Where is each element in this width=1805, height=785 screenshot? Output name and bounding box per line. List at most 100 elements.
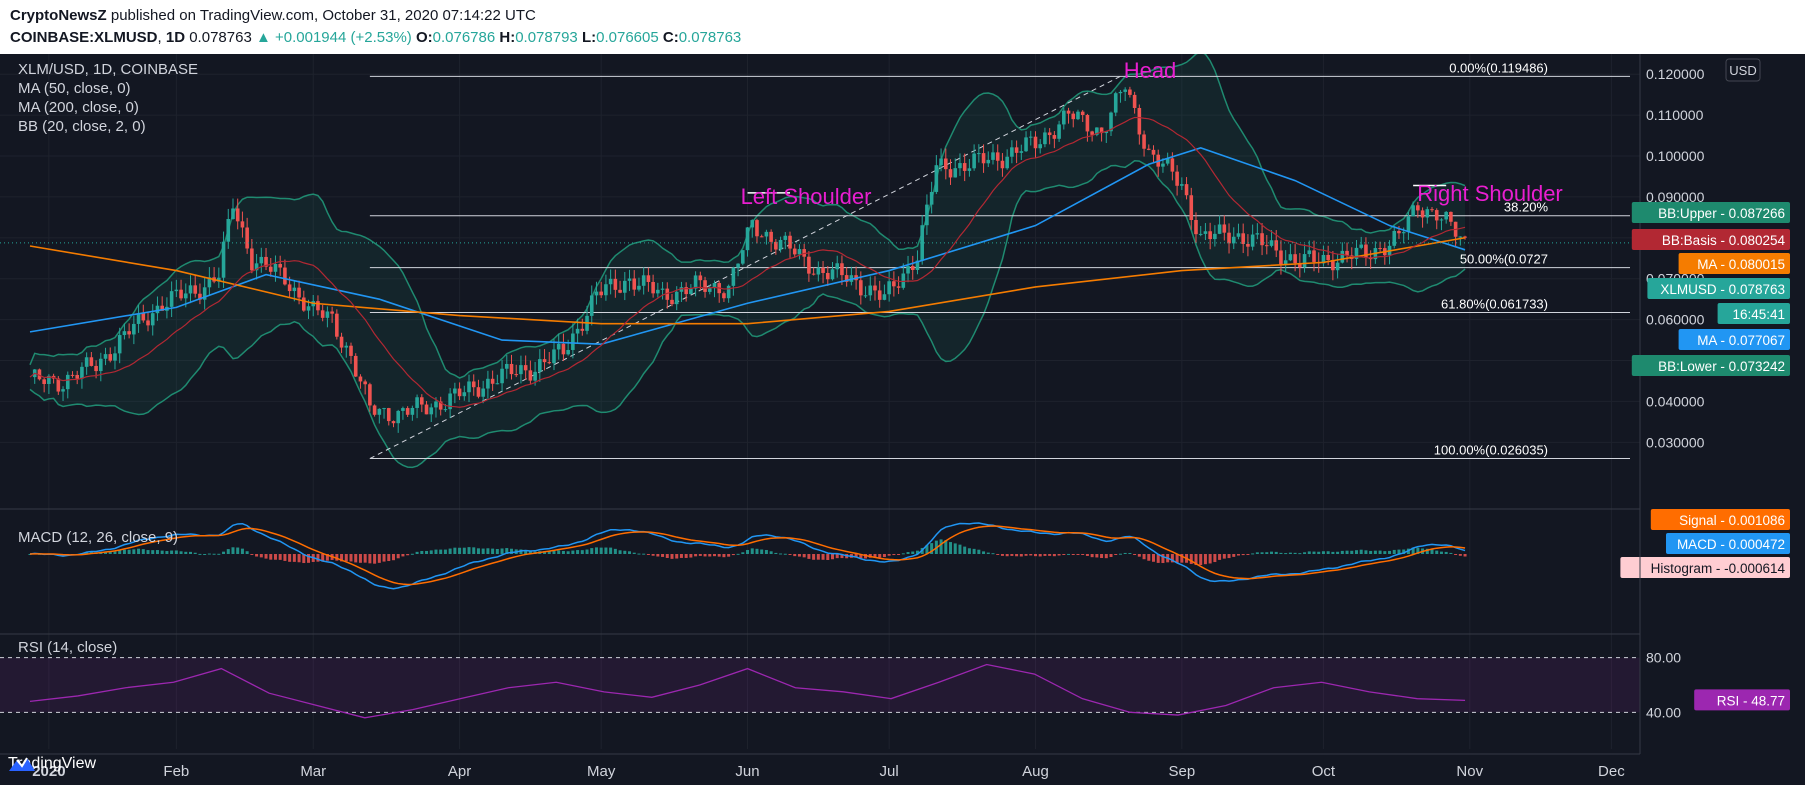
- candle-body: [202, 287, 207, 300]
- macd-histogram-bar: [472, 547, 476, 554]
- macd-histogram-bar: [599, 547, 603, 554]
- macd-histogram-bar: [1345, 550, 1349, 554]
- macd-pane: Signal - 0.001086 MACD - 0.000472 Histogra…: [0, 508, 1790, 590]
- macd-histogram-bar: [406, 554, 410, 556]
- macd-histogram-bar: [642, 553, 646, 555]
- candle-body: [386, 408, 391, 422]
- macd-histogram-bar: [1076, 554, 1080, 555]
- macd-histogram-bar: [198, 553, 202, 555]
- candle-body: [47, 375, 51, 384]
- macd-histogram-bar: [283, 554, 287, 561]
- chart-container[interactable]: 0.00%(0.119486) 38.20% 50.00%(0.0727 61.80%…: [0, 54, 1805, 785]
- price-badge: [1678, 329, 1790, 350]
- macd-histogram-bar: [779, 553, 783, 555]
- candle-body: [533, 371, 537, 381]
- bb-basis-line: [29, 116, 1466, 408]
- macd-histogram-bar: [505, 548, 509, 554]
- candle-body: [1175, 171, 1179, 186]
- macd-histogram-bar: [821, 554, 825, 560]
- candle-body: [991, 152, 995, 160]
- candle-body: [1128, 89, 1132, 95]
- macd-histogram-bar: [245, 551, 249, 554]
- macd-histogram-bar: [391, 554, 395, 561]
- candle-body: [722, 293, 726, 299]
- chart-svg[interactable]: 0.00%(0.119486) 38.20% 50.00%(0.0727 61.80%…: [0, 54, 1805, 785]
- ohlc-line: COINBASE:XLMUSD, 1D 0.078763 ▲ +0.001944…: [10, 29, 742, 46]
- price-badge-label: BB:Basis - 0.080254: [1662, 233, 1786, 248]
- macd-histogram-bar: [443, 549, 447, 554]
- fib-level-label: 100.00%(0.026035): [1434, 443, 1548, 458]
- macd-histogram-bar: [585, 549, 589, 554]
- macd-histogram-bar: [519, 549, 523, 554]
- macd-histogram-bar: [453, 547, 457, 554]
- macd-histogram-bar: [1298, 553, 1302, 555]
- macd-histogram-bar: [991, 553, 995, 555]
- macd-histogram-bar: [1104, 554, 1108, 559]
- candle-body: [1392, 230, 1397, 246]
- currency-label[interactable]: USD: [1729, 63, 1756, 78]
- candle-body: [391, 421, 396, 424]
- candle-body: [868, 285, 873, 296]
- tradingview-logo[interactable]: TradingView: [8, 755, 96, 773]
- macd-histogram-bar: [1293, 552, 1297, 554]
- candle-body: [1019, 151, 1024, 153]
- macd-histogram-bar: [500, 548, 504, 554]
- candle-body: [1005, 156, 1009, 169]
- candle-body: [618, 289, 622, 293]
- x-tick-label: 2020: [32, 763, 65, 780]
- candle-body: [1246, 243, 1250, 247]
- candle-body: [1378, 248, 1382, 250]
- candle-body: [1132, 94, 1137, 108]
- candle-body: [892, 281, 896, 287]
- candle-body: [325, 311, 330, 318]
- macd-histogram-bar: [1208, 554, 1212, 564]
- low-label: L:: [581, 29, 597, 46]
- macd-histogram-bar: [203, 553, 207, 555]
- macd-histogram-bar: [826, 554, 830, 561]
- macd-histogram-bar: [250, 554, 254, 555]
- candle-body: [264, 256, 268, 267]
- candle-body: [925, 204, 929, 226]
- macd-histogram-bar: [774, 552, 778, 554]
- tradingview-logo-icon: [9, 757, 35, 771]
- candle-body: [377, 408, 382, 415]
- candle-body: [1099, 127, 1104, 134]
- macd-badge: [1650, 509, 1790, 530]
- macd-histogram-bar: [155, 550, 159, 554]
- candle-body: [434, 401, 438, 408]
- currency-button[interactable]: [1725, 58, 1761, 82]
- macd-histogram-bar: [491, 548, 495, 554]
- candle-body: [816, 267, 821, 275]
- macd-histogram-bar: [1071, 554, 1075, 555]
- candle-body: [415, 397, 419, 408]
- macd-histogram-bar: [476, 548, 480, 554]
- macd-histogram-bar: [703, 554, 707, 557]
- candle-body: [556, 343, 561, 350]
- candle-body: [405, 408, 410, 415]
- y-tick-label: 0.110000: [1646, 107, 1704, 123]
- macd-histogram-bar: [1373, 550, 1377, 554]
- x-tick-label: Jul: [880, 763, 899, 780]
- candle-body: [292, 287, 297, 292]
- candle-body: [896, 286, 901, 288]
- candle-body: [132, 323, 136, 335]
- candle-body: [519, 365, 523, 375]
- candle-body: [1170, 158, 1175, 172]
- candle-body: [490, 378, 495, 384]
- candle-body: [962, 163, 967, 171]
- macd-badge: [1620, 557, 1790, 578]
- macd-histogram-bar: [1265, 552, 1269, 554]
- candle-body: [774, 241, 778, 250]
- candle-body: [835, 263, 840, 270]
- candle-body: [1359, 244, 1364, 248]
- macd-histogram-bar: [812, 554, 816, 560]
- candle-body: [580, 328, 585, 331]
- candle-body: [207, 277, 212, 288]
- candle-body: [1463, 236, 1467, 238]
- macd-histogram-bar: [788, 554, 792, 555]
- macd-histogram-bar: [132, 549, 136, 554]
- rsi-tick-label: 40.00: [1646, 704, 1681, 720]
- candle-body: [986, 159, 991, 164]
- candle-body: [613, 278, 618, 290]
- candle-body: [934, 165, 939, 192]
